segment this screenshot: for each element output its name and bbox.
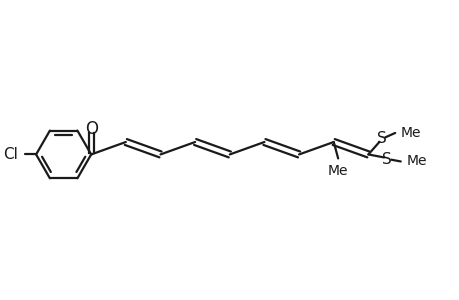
Text: S: S — [376, 131, 386, 146]
Text: Me: Me — [400, 126, 420, 140]
Text: Me: Me — [406, 154, 426, 169]
Text: Cl: Cl — [4, 147, 18, 162]
Text: Me: Me — [327, 164, 347, 178]
Text: S: S — [381, 152, 391, 167]
Text: O: O — [84, 120, 97, 138]
